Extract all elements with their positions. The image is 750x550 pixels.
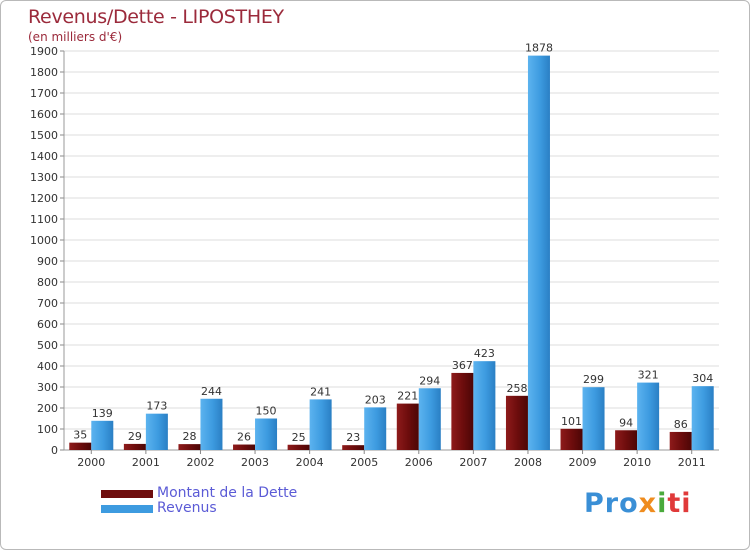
data-label-dette: 258 xyxy=(506,382,527,395)
y-tick-label: 1700 xyxy=(30,87,58,100)
legend-swatch-dette xyxy=(101,490,153,498)
data-label-revenus: 139 xyxy=(92,407,113,420)
bar-dette xyxy=(123,443,146,450)
x-tick-label: 2000 xyxy=(77,456,105,469)
data-label-dette: 23 xyxy=(346,431,360,444)
x-tick-label: 2004 xyxy=(296,456,324,469)
y-tick-label: 700 xyxy=(37,297,58,310)
data-label-dette: 26 xyxy=(237,431,251,444)
y-tick-label: 1500 xyxy=(30,129,58,142)
bar-revenus xyxy=(255,418,278,450)
data-label-dette: 367 xyxy=(452,359,473,372)
bar-revenus xyxy=(637,382,660,450)
x-tick-label: 2002 xyxy=(186,456,214,469)
y-tick-label: 1300 xyxy=(30,171,58,184)
y-tick-label: 400 xyxy=(37,360,58,373)
data-label-revenus: 241 xyxy=(310,385,331,398)
bar-revenus xyxy=(145,413,168,450)
bar-dette xyxy=(615,430,638,450)
y-tick-label: 1600 xyxy=(30,108,58,121)
bar-dette xyxy=(505,395,528,450)
legend-swatch-revenus xyxy=(101,505,153,513)
bar-revenus xyxy=(691,386,714,450)
x-tick-label: 2010 xyxy=(623,456,651,469)
bar-dette xyxy=(396,403,419,450)
data-label-revenus: 203 xyxy=(365,393,386,406)
x-tick-label: 2003 xyxy=(241,456,269,469)
bar-revenus xyxy=(364,407,387,450)
proxiti-logo: Proxiti xyxy=(584,488,692,519)
y-tick-label: 800 xyxy=(37,276,58,289)
data-label-dette: 86 xyxy=(674,418,688,431)
x-tick-label: 2011 xyxy=(678,456,706,469)
x-tick-label: 2006 xyxy=(405,456,433,469)
x-tick-label: 2001 xyxy=(132,456,160,469)
y-tick-label: 300 xyxy=(37,381,58,394)
y-tick-label: 200 xyxy=(37,402,58,415)
data-label-revenus: 244 xyxy=(201,385,222,398)
bar-dette xyxy=(233,444,256,450)
y-tick-label: 500 xyxy=(37,339,58,352)
bar-revenus xyxy=(91,420,114,450)
bar-revenus xyxy=(473,361,496,450)
legend-label-dette: Montant de la Dette xyxy=(157,485,298,501)
y-tick-label: 1000 xyxy=(30,234,58,247)
bar-dette xyxy=(451,372,474,450)
data-label-dette: 28 xyxy=(182,430,196,443)
bar-dette xyxy=(69,442,92,450)
chart-subtitle: (en milliers d'€) xyxy=(28,30,123,44)
bar-dette xyxy=(669,431,692,450)
x-tick-label: 2007 xyxy=(459,456,487,469)
bar-revenus xyxy=(582,387,605,450)
data-label-revenus: 294 xyxy=(419,374,440,387)
legend-label-revenus: Revenus xyxy=(157,500,217,516)
y-tick-label: 0 xyxy=(51,444,58,457)
data-label-revenus: 423 xyxy=(474,347,495,360)
data-label-dette: 29 xyxy=(128,430,142,443)
data-label-revenus: 173 xyxy=(146,400,167,413)
y-tick-label: 900 xyxy=(37,255,58,268)
y-tick-label: 1200 xyxy=(30,192,58,205)
bar-revenus xyxy=(418,388,441,450)
x-tick-label: 2008 xyxy=(514,456,542,469)
data-label-revenus: 321 xyxy=(638,369,659,382)
data-label-dette: 101 xyxy=(561,415,582,428)
bar-dette xyxy=(560,428,583,450)
bar-dette xyxy=(342,445,365,450)
bar-revenus xyxy=(309,399,332,450)
y-tick-label: 1400 xyxy=(30,150,58,163)
data-label-revenus: 304 xyxy=(692,372,713,385)
data-label-dette: 25 xyxy=(292,431,306,444)
y-tick-label: 1900 xyxy=(30,45,58,58)
data-label-dette: 94 xyxy=(619,416,633,429)
bar-dette xyxy=(178,444,201,450)
data-label-dette: 221 xyxy=(397,390,418,403)
chart-title: Revenus/Dette - LIPOSTHEY xyxy=(28,6,284,28)
data-label-dette: 35 xyxy=(73,429,87,442)
y-tick-label: 100 xyxy=(37,423,58,436)
bar-revenus xyxy=(527,55,550,451)
x-tick-label: 2009 xyxy=(569,456,597,469)
x-tick-label: 2005 xyxy=(350,456,378,469)
data-label-revenus: 1878 xyxy=(525,42,553,55)
y-tick-label: 1800 xyxy=(30,66,58,79)
bar-revenus xyxy=(200,398,223,450)
data-label-revenus: 299 xyxy=(583,373,604,386)
y-tick-label: 1100 xyxy=(30,213,58,226)
bar-dette xyxy=(287,444,310,450)
data-label-revenus: 150 xyxy=(256,405,277,418)
y-tick-label: 600 xyxy=(37,318,58,331)
